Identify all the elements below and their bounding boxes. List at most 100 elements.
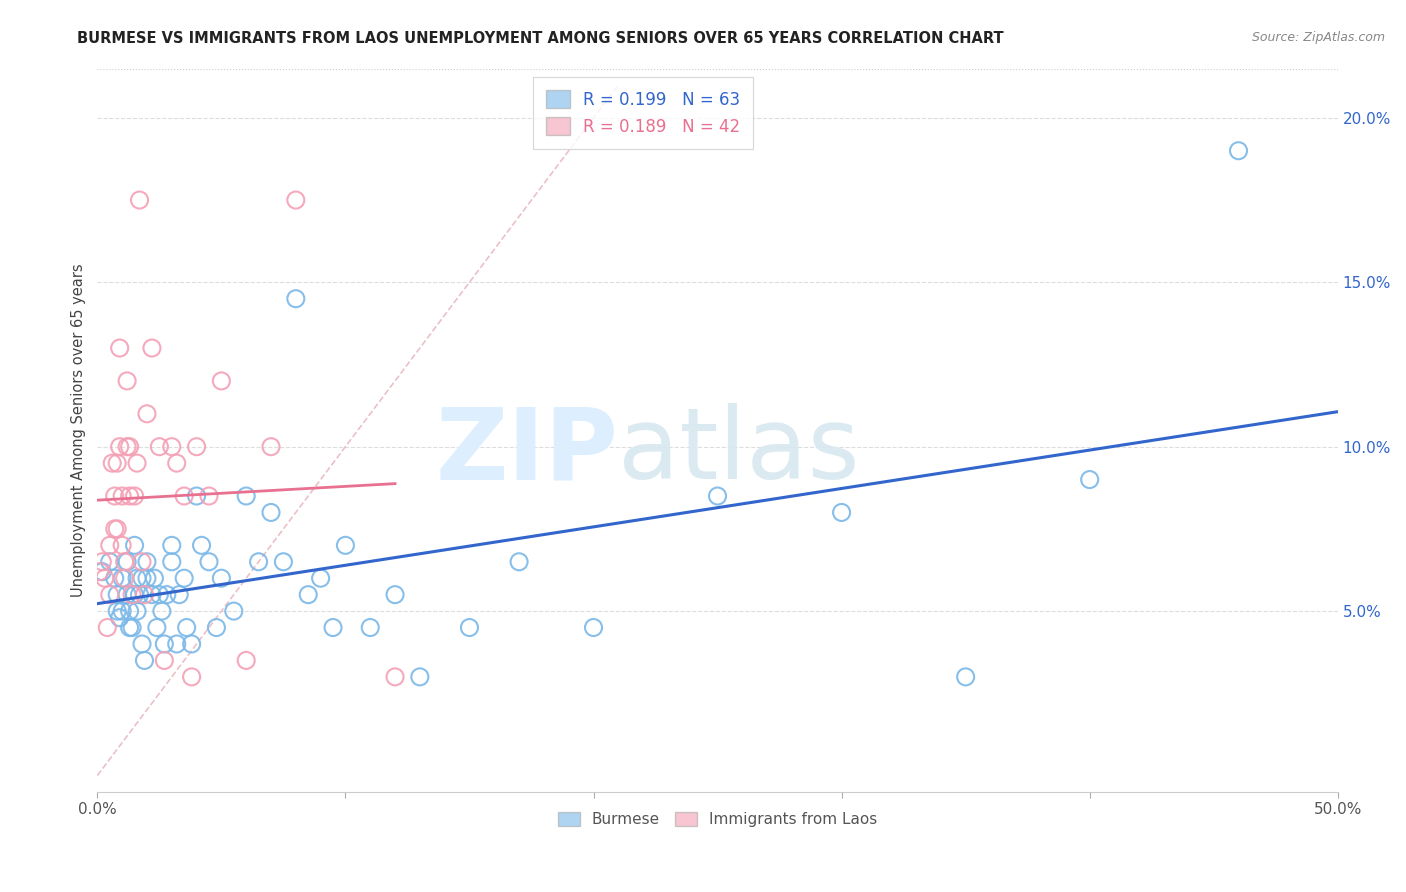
Point (153, 653, 176, 667)
Point (104, 522, 127, 536)
Point (322, 621, 344, 635)
Point (141, 588, 163, 602)
Point (409, 670, 432, 684)
Point (384, 670, 406, 684)
Point (173, 571, 195, 585)
Point (91, 555, 114, 569)
Point (1078, 473, 1101, 487)
Text: atlas: atlas (619, 403, 860, 500)
Point (94, 571, 117, 585)
Point (166, 637, 188, 651)
Point (582, 621, 605, 635)
Point (180, 670, 202, 684)
Point (114, 571, 136, 585)
Point (160, 440, 183, 454)
Point (273, 555, 295, 569)
Point (222, 604, 245, 618)
Point (98, 588, 121, 602)
Text: Source: ZipAtlas.com: Source: ZipAtlas.com (1251, 31, 1385, 45)
Point (359, 621, 381, 635)
Point (190, 538, 212, 552)
Point (186, 489, 208, 503)
Point (108, 341, 131, 355)
Point (96, 621, 118, 635)
Point (121, 621, 143, 635)
Point (284, 193, 307, 207)
Point (108, 440, 131, 454)
Point (205, 621, 228, 635)
Point (115, 588, 138, 602)
Point (167, 588, 190, 602)
Point (128, 588, 150, 602)
Point (209, 571, 232, 585)
Point (125, 571, 148, 585)
Point (186, 440, 208, 454)
Point (118, 604, 141, 618)
Point (384, 588, 406, 602)
Point (160, 555, 183, 569)
Y-axis label: Unemployment Among Seniors over 65 years: Unemployment Among Seniors over 65 years (72, 263, 86, 597)
Point (131, 571, 153, 585)
Point (458, 621, 481, 635)
Point (198, 555, 221, 569)
Point (101, 456, 124, 470)
Point (124, 588, 146, 602)
Point (260, 505, 283, 519)
Point (143, 571, 166, 585)
Point (297, 588, 319, 602)
Point (104, 489, 127, 503)
Point (335, 538, 357, 552)
Point (111, 571, 134, 585)
Point (160, 538, 183, 552)
Point (118, 621, 141, 635)
Legend: Burmese, Immigrants from Laos: Burmese, Immigrants from Laos (551, 805, 884, 835)
Point (235, 653, 257, 667)
Point (198, 489, 221, 503)
Point (105, 588, 128, 602)
Point (136, 407, 159, 421)
Point (260, 440, 283, 454)
Point (134, 588, 156, 602)
Point (176, 621, 198, 635)
Point (148, 588, 170, 602)
Point (150, 604, 173, 618)
Point (104, 571, 127, 585)
Point (105, 522, 128, 536)
Point (98, 555, 121, 569)
Point (173, 489, 195, 503)
Point (209, 374, 232, 388)
Point (706, 489, 728, 503)
Point (148, 440, 170, 454)
Point (284, 292, 307, 306)
Point (235, 489, 257, 503)
Point (118, 440, 141, 454)
Point (146, 621, 169, 635)
Point (125, 604, 148, 618)
Point (124, 538, 146, 552)
Point (114, 555, 136, 569)
Point (89, 565, 111, 579)
Point (180, 637, 202, 651)
Point (153, 637, 176, 651)
Point (166, 456, 188, 470)
Point (141, 341, 163, 355)
Point (115, 440, 138, 454)
Point (111, 604, 134, 618)
Point (121, 588, 143, 602)
Point (115, 555, 138, 569)
Point (91, 565, 114, 579)
Point (128, 193, 150, 207)
Point (115, 374, 138, 388)
Point (1227, 144, 1250, 158)
Point (111, 489, 134, 503)
Point (125, 456, 148, 470)
Point (831, 505, 853, 519)
Point (124, 489, 146, 503)
Point (131, 637, 153, 651)
Point (508, 555, 530, 569)
Point (309, 571, 332, 585)
Point (105, 456, 128, 470)
Point (98, 538, 121, 552)
Point (134, 653, 156, 667)
Point (118, 489, 141, 503)
